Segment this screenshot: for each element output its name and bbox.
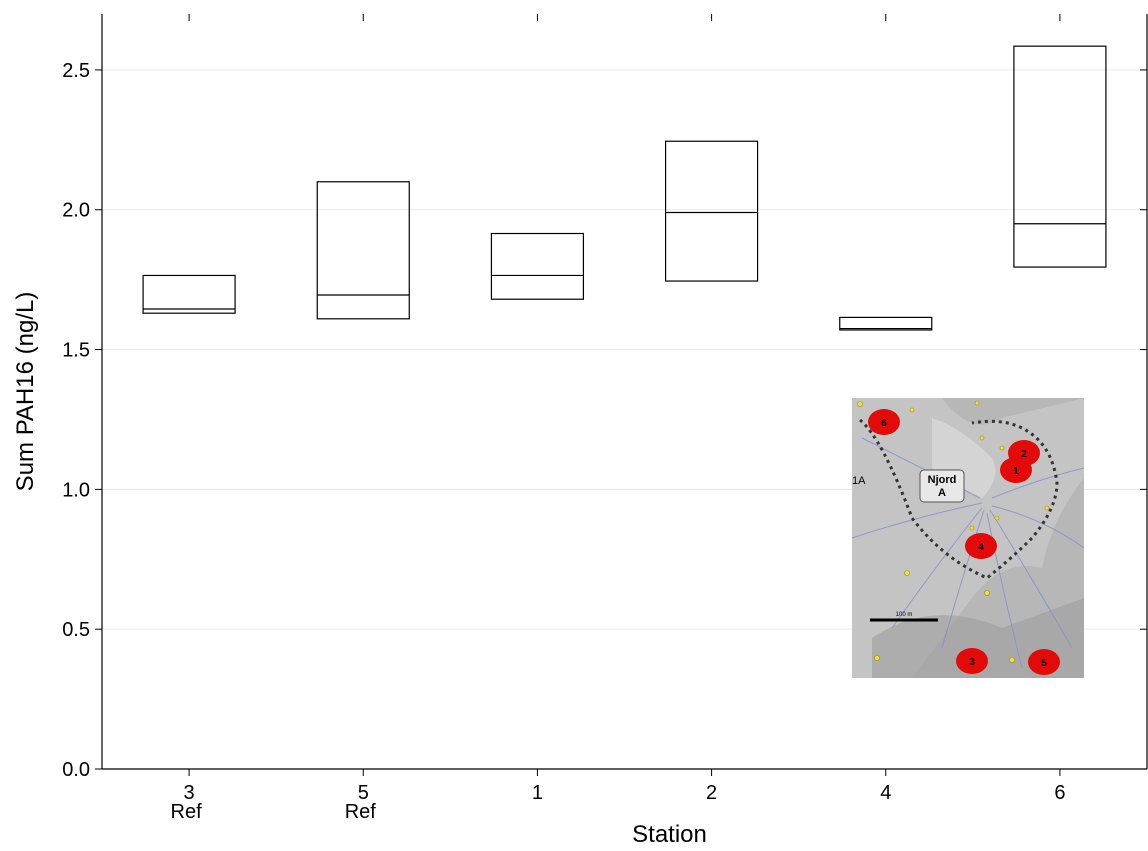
contour-lines	[851, 437, 1085, 669]
box-station-4	[839, 316, 933, 331]
edge-label: 1A	[852, 475, 866, 487]
box-station-5	[316, 181, 410, 320]
station-marker-5: 5	[1028, 649, 1060, 675]
station-marker-3: 3	[956, 648, 988, 674]
y-tick-label: 2.5	[62, 60, 90, 82]
y-tick-label: 1.5	[62, 340, 90, 362]
platform-label-line1: Njord	[928, 474, 957, 486]
x-tick-label: 4	[880, 782, 891, 804]
x-tick-label: 6	[1054, 782, 1065, 804]
axes	[101, 14, 1148, 770]
x-tick-sublabel: Ref	[171, 801, 203, 823]
x-axis-title: Station	[632, 821, 707, 848]
y-tick-label: 0.0	[62, 759, 90, 781]
svg-text:3: 3	[969, 657, 975, 668]
x-tick-label: 2	[706, 782, 717, 804]
station-marker-4: 4	[965, 533, 997, 559]
x-tick-label: 3	[184, 782, 195, 804]
inset-map: Njord A 1A 100 m 6 2 1 4 3 5	[851, 398, 1085, 678]
station-marker-1: 1	[1000, 457, 1032, 483]
platform-label-line2: A	[938, 487, 946, 499]
scale-label: 100 m	[896, 612, 913, 618]
box-station-6	[1013, 45, 1107, 268]
x-tick-sublabel: Ref	[345, 801, 377, 823]
svg-text:5: 5	[1041, 658, 1047, 669]
y-tick-label: 0.5	[62, 619, 90, 641]
y-axis-title: Sum PAH16 (ng/L)	[12, 292, 39, 492]
y-axis-ticks: 0.0 0.5 1.0 1.5 2.0 2.5	[62, 60, 1147, 781]
safety-zone-boundary	[859, 418, 1059, 580]
svg-text:2: 2	[1021, 449, 1027, 460]
box-station-2	[664, 140, 759, 282]
y-tick-label: 1.0	[62, 479, 90, 501]
svg-text:6: 6	[881, 418, 887, 429]
y-tick-label: 2.0	[62, 200, 90, 222]
svg-text:1: 1	[1013, 466, 1019, 477]
x-tick-label: 5	[358, 782, 369, 804]
box-station-3	[142, 274, 236, 314]
box-station-1	[490, 232, 585, 300]
x-tick-label: 1	[532, 782, 543, 804]
svg-text:4: 4	[978, 542, 984, 553]
box-series	[142, 45, 1107, 331]
platform-label-box	[919, 469, 965, 503]
station-marker-6: 6	[868, 409, 900, 435]
